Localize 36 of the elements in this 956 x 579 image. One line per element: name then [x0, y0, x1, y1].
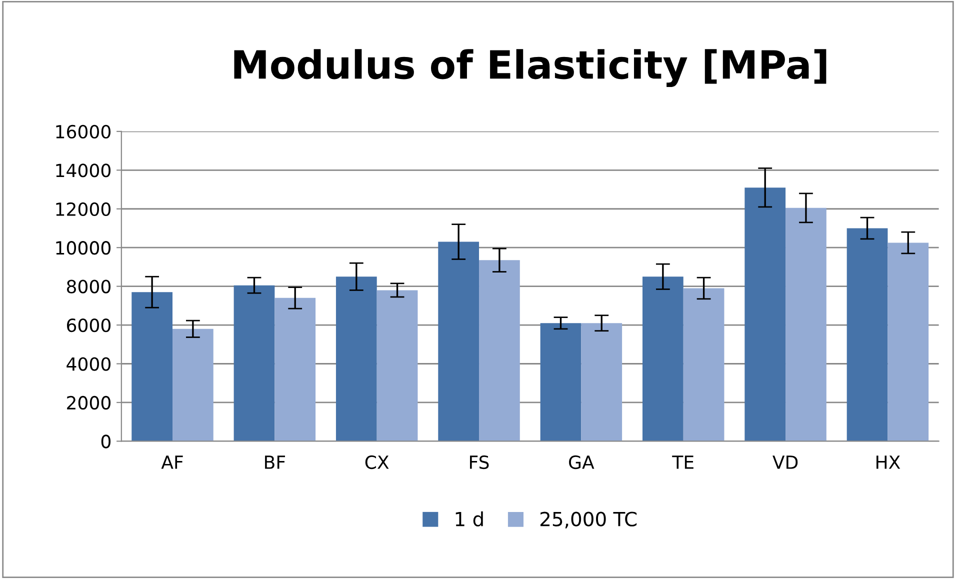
y-tick-label: 8000 — [66, 280, 110, 294]
bar — [438, 242, 480, 442]
x-tick-label: GA — [569, 455, 594, 470]
y-tick-label: 14000 — [56, 164, 110, 178]
y-tick-label: 6000 — [67, 318, 110, 332]
bar — [479, 260, 520, 442]
bar — [132, 292, 172, 442]
y-tick-label: 0 — [101, 434, 110, 448]
x-tick-label: HX — [876, 456, 900, 469]
bar — [376, 290, 418, 442]
y-tick-label: 12000 — [56, 202, 110, 216]
bar — [846, 228, 888, 442]
chart-title: Modulus of Elasticity [MPa] — [234, 49, 826, 88]
y-tick-label: 4000 — [66, 357, 110, 371]
x-tick-label: AF — [161, 456, 183, 469]
bar — [744, 188, 786, 442]
bar — [274, 298, 316, 442]
bar — [336, 276, 377, 442]
bar — [234, 285, 275, 442]
bar — [172, 328, 214, 442]
bar — [683, 288, 724, 442]
y-tick-label: 16000 — [56, 124, 110, 139]
x-tick-label: CX — [365, 455, 389, 470]
x-tick-label: VD — [772, 456, 798, 469]
x-tick-label: TE — [672, 456, 694, 469]
y-tick-label: 2000 — [67, 396, 110, 410]
bar — [642, 276, 684, 442]
bar — [581, 323, 622, 442]
legend-label: 25,000 TC — [540, 512, 637, 528]
bar — [540, 323, 582, 442]
x-tick-label: FS — [470, 455, 489, 470]
bar — [786, 208, 826, 442]
x-tick-label: BF — [265, 456, 286, 469]
bar — [888, 242, 929, 442]
y-tick-label: 10000 — [56, 241, 110, 255]
legend-label: 1 d — [456, 511, 483, 526]
